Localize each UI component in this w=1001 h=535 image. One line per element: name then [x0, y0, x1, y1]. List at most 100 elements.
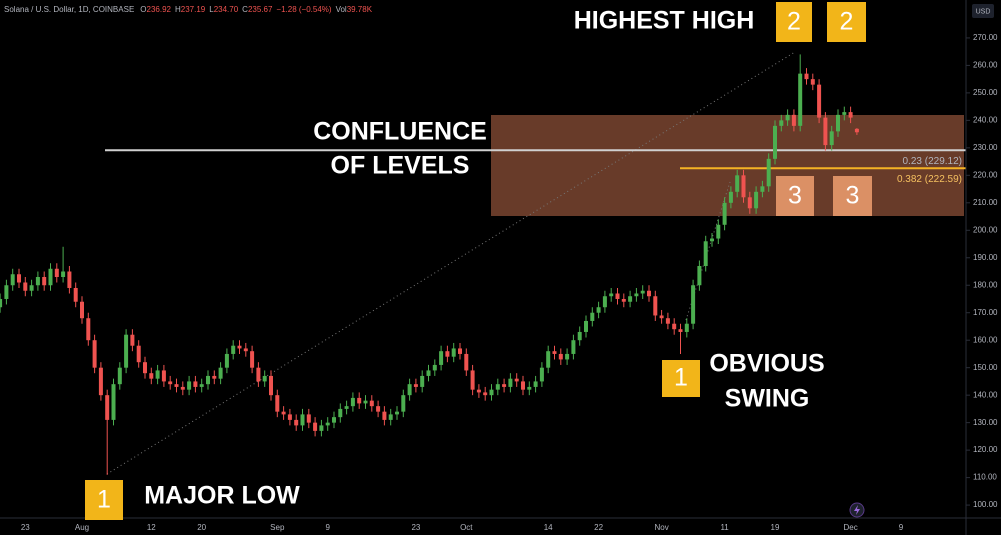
header-label: H: [175, 5, 181, 14]
candle-body: [754, 191, 759, 209]
candle-body: [571, 340, 576, 354]
x-tick-label: Aug: [75, 523, 89, 532]
candle-body: [432, 364, 437, 371]
candle-body: [180, 386, 185, 390]
marker: 1: [97, 486, 111, 514]
marker-box: [662, 360, 700, 397]
candle-body: [502, 384, 507, 387]
x-tick-label: Dec: [843, 523, 857, 532]
candle-body: [678, 329, 683, 332]
candle-body: [546, 351, 551, 368]
candle-body: [136, 345, 141, 363]
candle-body: [300, 414, 305, 426]
x-tick-label: 14: [544, 523, 553, 532]
candle-body: [206, 375, 210, 385]
candle-body: [823, 117, 828, 146]
candle-body: [691, 285, 696, 324]
candle-body: [785, 114, 790, 121]
candle-body: [218, 367, 223, 379]
candle-body: [470, 370, 475, 390]
candle-body: [67, 271, 72, 288]
x-tick-label: 23: [411, 523, 420, 532]
candle-body: [539, 367, 544, 382]
candle-body: [105, 395, 110, 420]
candle-body: [42, 276, 47, 286]
candle-body: [130, 334, 135, 346]
candle-body: [161, 370, 166, 382]
marker: 3: [846, 182, 860, 210]
candle-body: [294, 419, 299, 426]
marker-box: [776, 176, 814, 216]
header-label: Vol: [336, 5, 347, 14]
candle-body: [760, 186, 765, 192]
candle-body: [445, 351, 450, 357]
candle-body: [420, 375, 425, 387]
candle-body: [275, 395, 280, 412]
trend-line: [106, 51, 796, 475]
candle-body: [741, 175, 746, 198]
candle-body: [609, 293, 614, 297]
candle-body: [817, 84, 822, 118]
y-tick-label: 250.00: [973, 88, 998, 97]
header-label: O: [140, 5, 146, 14]
candle-body: [281, 411, 286, 415]
candle-body: [407, 384, 412, 396]
candle-body: [672, 323, 677, 330]
marker-box: [776, 2, 812, 42]
header-label: L: [209, 5, 214, 14]
y-tick-label: 180.00: [973, 280, 998, 289]
y-tick-label: 240.00: [973, 115, 998, 124]
header-change: −1.28 (−0.54%): [276, 5, 331, 14]
candle-body: [306, 414, 311, 423]
candle-body: [508, 378, 513, 387]
candle-body: [476, 389, 481, 393]
candle-body: [243, 348, 248, 352]
candle-body: [716, 224, 721, 239]
x-tick-label: Oct: [460, 523, 473, 532]
marker: 3: [788, 182, 802, 210]
candle-body: [665, 318, 670, 324]
candle-body: [602, 296, 607, 308]
x-tick-label: Nov: [654, 523, 668, 532]
candle-body: [224, 353, 229, 368]
x-tick-label: Sep: [270, 523, 285, 532]
candle-body: [458, 348, 462, 354]
candle-body: [155, 370, 160, 379]
candle-body: [527, 386, 532, 390]
currency-box: [972, 4, 994, 18]
candle-body: [35, 276, 40, 286]
y-tick-label: 190.00: [973, 253, 998, 262]
candle-body: [363, 400, 368, 404]
candle-body: [269, 375, 273, 396]
y-tick-label: 170.00: [973, 308, 998, 317]
candle-body: [779, 120, 784, 126]
fib-label: 0.382 (222.59): [897, 174, 962, 185]
x-tick-label: 11: [720, 523, 729, 532]
candle-body: [4, 285, 9, 299]
candle-body: [262, 375, 267, 382]
header-value: 236.92: [147, 5, 172, 14]
candle-body: [584, 320, 588, 332]
candle-body: [369, 400, 374, 407]
candle-body: [382, 411, 387, 420]
candle-body: [842, 112, 847, 115]
marker-box: [827, 2, 866, 42]
y-tick-label: 230.00: [973, 143, 998, 152]
candle-body: [187, 381, 192, 390]
candle-body: [628, 296, 633, 302]
y-tick-label: 270.00: [973, 33, 998, 42]
candle-body: [489, 389, 494, 396]
candle-body: [735, 175, 740, 192]
marker: 2: [787, 8, 801, 36]
candle-body: [773, 125, 777, 159]
candle-body: [350, 397, 355, 407]
y-tick-label: 100.00: [973, 500, 998, 509]
candle-body: [552, 351, 557, 354]
header-label: C: [242, 5, 248, 14]
x-tick-label: 9: [325, 523, 330, 532]
candle-body: [250, 351, 255, 368]
candle-body: [413, 384, 418, 387]
